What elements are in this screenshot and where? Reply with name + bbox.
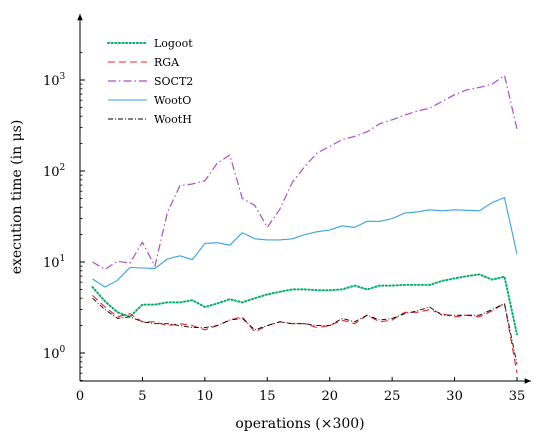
series-line-rga [92, 294, 518, 374]
x-ticks: 0 5 10 15 20 25 30 35 [76, 377, 525, 404]
x-tick-label: 10 [197, 389, 214, 404]
y-axis-label: execution time (in μs) [9, 120, 25, 275]
x-tick-label: 0 [76, 389, 84, 404]
y-tick-base: 10 [43, 347, 60, 362]
y-tick-exponent: 3 [60, 72, 66, 82]
legend-label: SOCT2 [154, 75, 193, 88]
x-axis-label: operations (×300) [235, 416, 364, 432]
y-tick-base: 10 [43, 256, 60, 271]
y-tick-exponent: 1 [60, 254, 66, 264]
series-line-soct2 [92, 74, 518, 270]
y-tick-label: 100 [43, 345, 66, 362]
legend-label: RGA [154, 56, 180, 69]
y-tick-label: 101 [43, 254, 65, 271]
legend-label: WootO [154, 94, 191, 107]
y-tick-label: 103 [43, 72, 66, 89]
y-tick-exponent: 2 [60, 163, 66, 173]
y-tick-base: 10 [43, 165, 60, 180]
x-tick-label: 5 [138, 389, 146, 404]
series-line-wooth [92, 297, 518, 365]
legend-label: WootH [154, 113, 192, 126]
x-tick-label: 25 [384, 389, 401, 404]
y-tick-label: 102 [43, 163, 65, 180]
x-tick-label: 20 [321, 389, 338, 404]
legend-label: Logoot [154, 37, 193, 50]
y-tick-base: 10 [43, 74, 60, 89]
x-tick-label: 35 [509, 389, 526, 404]
series-lines [91, 74, 518, 374]
series-line-wooto [92, 197, 518, 288]
legend: Logoot RGA SOCT2 WootO WootH [107, 37, 193, 126]
x-tick-label: 15 [259, 389, 276, 404]
x-tick-label: 30 [446, 389, 463, 404]
y-tick-exponent: 0 [60, 345, 66, 355]
series-line-logoot [91, 273, 518, 336]
